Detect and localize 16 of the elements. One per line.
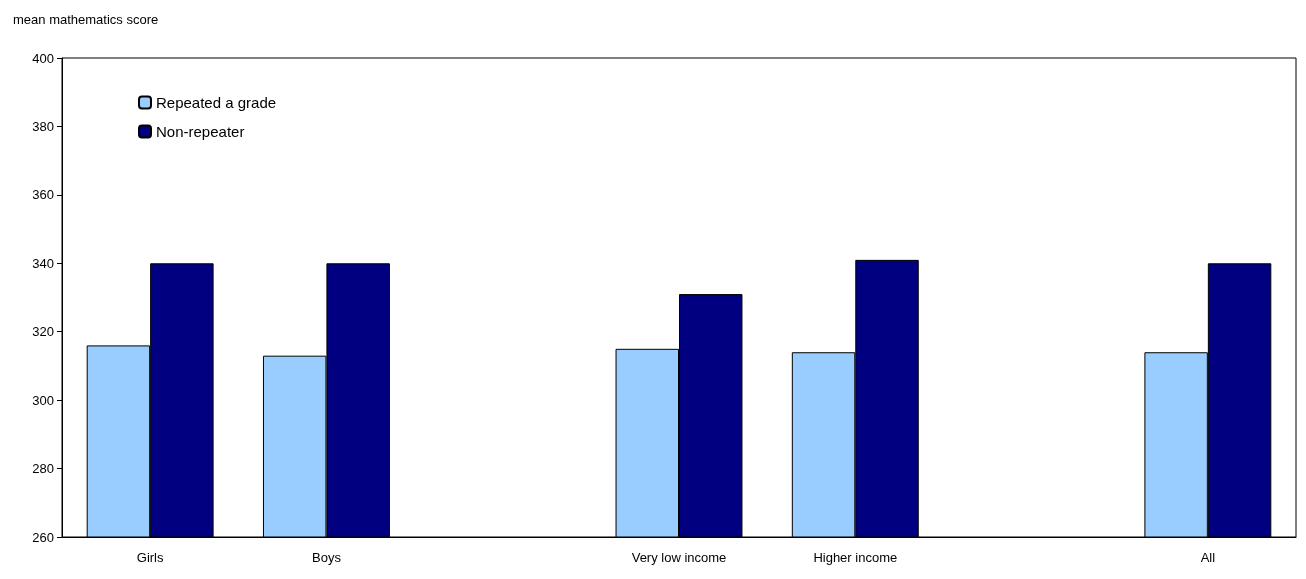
y-tick-label: 300	[32, 392, 54, 408]
y-tick-label: 260	[32, 529, 54, 545]
legend-label: Non-repeater	[156, 123, 245, 140]
x-tick-label: Girls	[136, 550, 164, 565]
y-axis-title: mean mathematics score	[13, 12, 159, 27]
legend-label: Repeated a grade	[156, 94, 277, 111]
x-tick-label: All	[1200, 550, 1216, 565]
y-tick-label: 340	[32, 255, 54, 271]
x-tick-label: Higher income	[813, 550, 898, 565]
x-tick-label: Boys	[311, 550, 342, 565]
y-tick-label: 320	[32, 324, 54, 340]
y-tick-label: 380	[32, 118, 54, 134]
y-tick-label: 400	[32, 50, 54, 66]
y-tick-label: 280	[32, 461, 54, 477]
x-tick-label: Very low income	[631, 550, 727, 565]
y-tick-label: 360	[32, 187, 54, 203]
